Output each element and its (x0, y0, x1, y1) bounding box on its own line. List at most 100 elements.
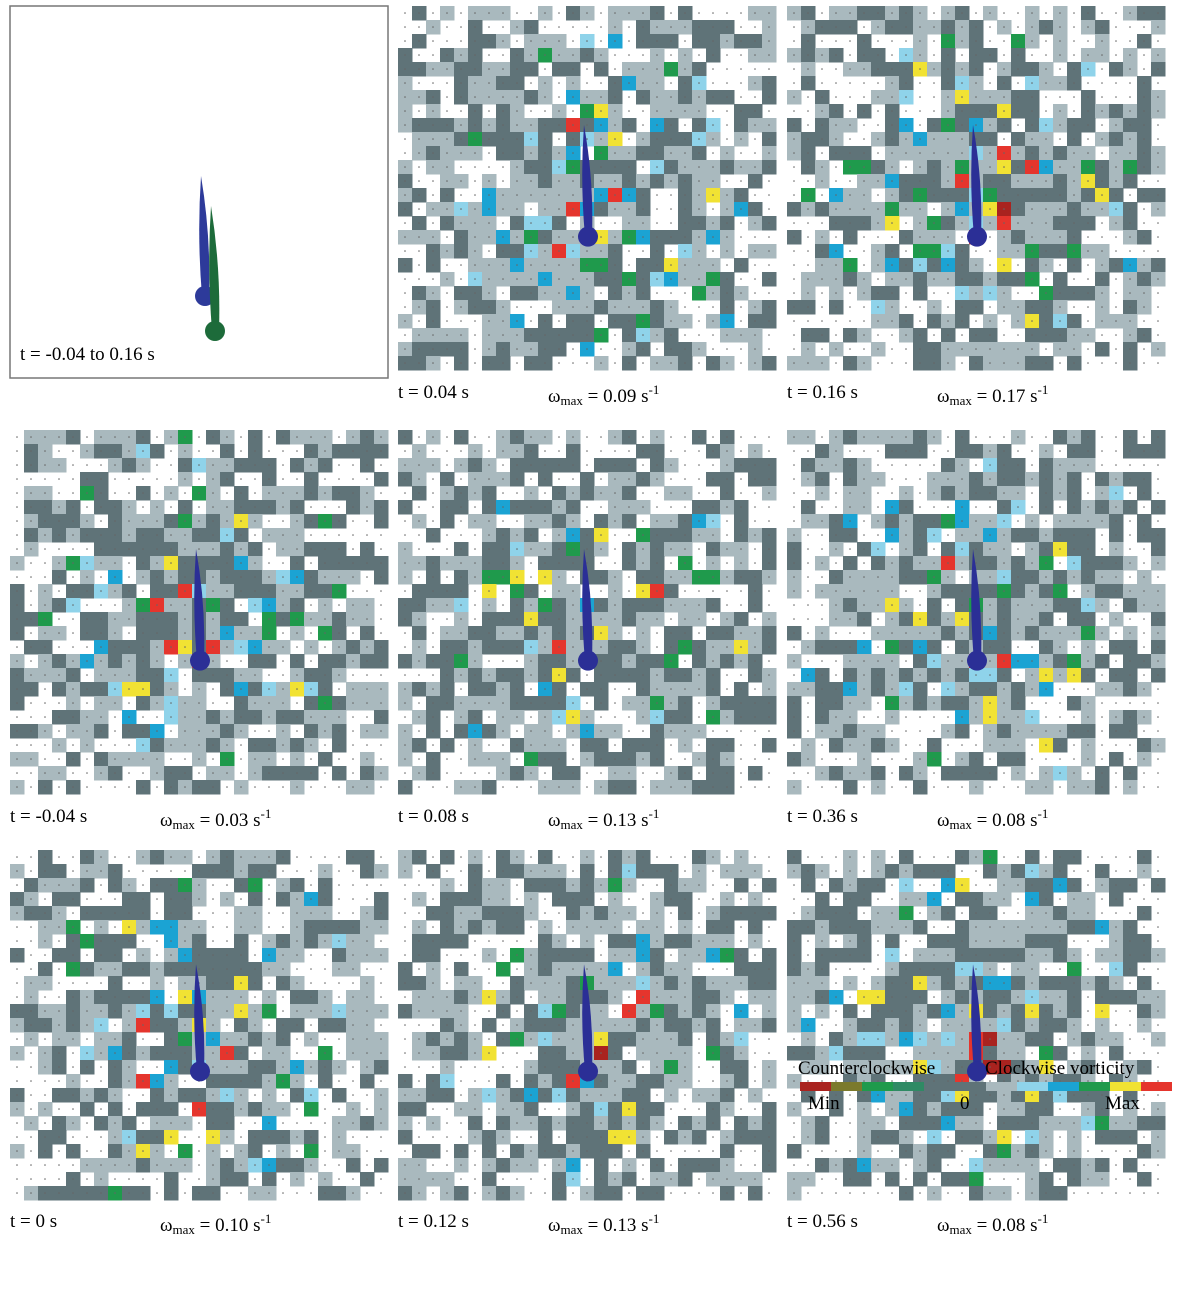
vector-dot (72, 716, 74, 718)
vector-dot (684, 730, 686, 732)
vector-dot (114, 688, 116, 690)
vector-dot (586, 772, 588, 774)
vector-dot (1143, 236, 1145, 238)
vector-dot (754, 562, 756, 564)
vector-dot (698, 306, 700, 308)
vector-dot (740, 450, 742, 452)
vector-dot (933, 26, 935, 28)
vector-dot (142, 436, 144, 438)
vector-dot (877, 54, 879, 56)
vector-dot (530, 786, 532, 788)
vector-dot (877, 492, 879, 494)
vector-dot (1017, 264, 1019, 266)
vector-dot (628, 632, 630, 634)
vector-dot (877, 82, 879, 84)
vector-dot (212, 674, 214, 676)
vector-dot (740, 54, 742, 56)
vector-dot (614, 786, 616, 788)
vector-dot (1059, 278, 1061, 280)
vector-dot (849, 236, 851, 238)
vector-dot (404, 450, 406, 452)
vector-dot (793, 12, 795, 14)
vector-dot (544, 222, 546, 224)
vector-dot (502, 576, 504, 578)
vector-dot (670, 492, 672, 494)
vector-dot (16, 492, 18, 494)
vector-dot (1073, 96, 1075, 98)
vector-dot (642, 96, 644, 98)
vector-dot (1087, 436, 1089, 438)
vector-dot (572, 236, 574, 238)
vector-dot (226, 576, 228, 578)
vector-dot (170, 576, 172, 578)
vector-dot (544, 68, 546, 70)
vector-dot (614, 576, 616, 578)
vector-dot (807, 306, 809, 308)
vector-dot (310, 730, 312, 732)
vector-dot (586, 436, 588, 438)
vector-dot (212, 548, 214, 550)
vector-dot (740, 506, 742, 508)
vector-dot (170, 660, 172, 662)
vector-dot (530, 702, 532, 704)
vector-dot (418, 166, 420, 168)
vector-dot (170, 772, 172, 774)
vector-dot (282, 618, 284, 620)
vector-dot (404, 604, 406, 606)
vector-dot (614, 758, 616, 760)
vector-dot (432, 576, 434, 578)
vector-dot (740, 576, 742, 578)
vector-dot (740, 660, 742, 662)
vector-dot (600, 702, 602, 704)
vector-dot (502, 744, 504, 746)
vector-dot (768, 576, 770, 578)
vector-dot (366, 702, 368, 704)
vector-dot (726, 194, 728, 196)
vector-dot (380, 674, 382, 676)
vector-dot (254, 660, 256, 662)
vector-dot (30, 464, 32, 466)
vector-dot (754, 632, 756, 634)
vector-dot (474, 660, 476, 662)
vector-dot (698, 348, 700, 350)
vector-dot (793, 250, 795, 252)
vector-dot (544, 278, 546, 280)
vector-dot (1143, 436, 1145, 438)
vector-dot (100, 646, 102, 648)
vector-dot (821, 320, 823, 322)
vector-dot (460, 334, 462, 336)
vector-dot (684, 744, 686, 746)
vector-dot (891, 478, 893, 480)
vector-dot (684, 660, 686, 662)
vector-dot (768, 674, 770, 676)
vector-dot (698, 562, 700, 564)
vector-dot (919, 236, 921, 238)
vector-dot (1087, 68, 1089, 70)
vector-dot (516, 786, 518, 788)
vector-dot (642, 82, 644, 84)
vector-dot (418, 758, 420, 760)
vector-dot (488, 660, 490, 662)
vector-dot (586, 520, 588, 522)
vector-dot (72, 548, 74, 550)
vector-dot (933, 124, 935, 126)
vector-dot (572, 436, 574, 438)
vector-dot (418, 110, 420, 112)
vector-dot (754, 646, 756, 648)
vector-dot (418, 68, 420, 70)
vector-dot (877, 222, 879, 224)
vector-dot (835, 306, 837, 308)
vector-dot (544, 646, 546, 648)
vector-dot (670, 208, 672, 210)
vector-dot (1045, 96, 1047, 98)
vector-dot (1059, 138, 1061, 140)
vector-dot (989, 436, 991, 438)
vector-dot (324, 744, 326, 746)
vector-dot (572, 334, 574, 336)
vector-dot (1003, 194, 1005, 196)
vector-dot (558, 292, 560, 294)
vector-dot (558, 744, 560, 746)
vector-dot (768, 772, 770, 774)
vector-dot (310, 744, 312, 746)
vector-dot (712, 194, 714, 196)
